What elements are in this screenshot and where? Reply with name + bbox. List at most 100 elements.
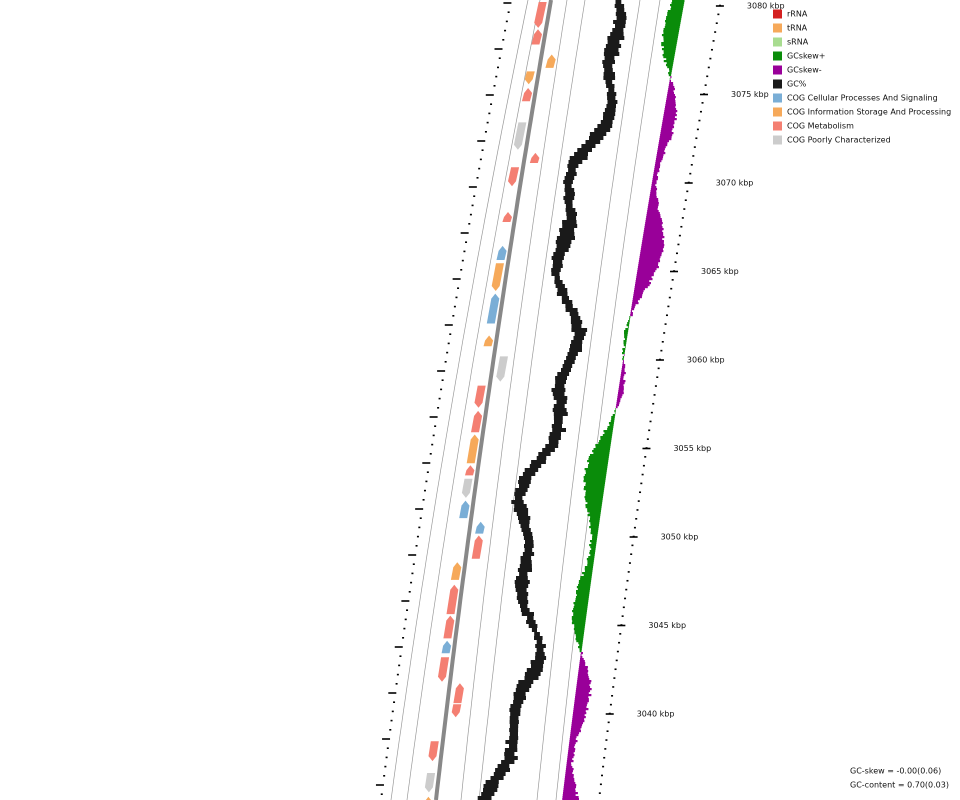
gc-skew-plus xyxy=(584,570,593,573)
gc-skew-plus xyxy=(595,444,611,447)
gc-skew-plus xyxy=(667,12,683,15)
gc-skew-minus xyxy=(576,682,591,685)
gc-skew-plus xyxy=(585,504,602,507)
gc-skew-plus xyxy=(624,334,628,337)
gc-skew-plus xyxy=(589,550,596,553)
gc-skew-plus xyxy=(609,424,614,427)
gc-skew-plus xyxy=(587,508,602,511)
gc-skew-minus xyxy=(578,668,588,671)
gc-skew-minus xyxy=(570,730,581,733)
gc-skew-minus xyxy=(652,180,657,183)
gc-skew-plus xyxy=(589,520,600,523)
gc-skew-plus xyxy=(587,460,609,463)
gc-skew-minus xyxy=(642,236,665,239)
gc-skew-minus xyxy=(650,192,657,195)
gc-skew-minus xyxy=(618,390,624,393)
gc-skew-plus xyxy=(623,340,627,343)
gc-skew-minus xyxy=(569,738,576,741)
gc-skew-plus xyxy=(589,462,608,465)
gc-skew-plus xyxy=(629,318,631,321)
gc-skew-plus xyxy=(573,602,589,605)
gc-skew-minus xyxy=(567,754,575,757)
gc-skew-plus xyxy=(611,418,615,421)
gc-skew-minus xyxy=(666,96,676,99)
gc-skew-plus xyxy=(572,620,586,623)
gc-skew-minus xyxy=(578,666,588,669)
gc-skew-minus xyxy=(569,736,577,739)
gc-skew-minus xyxy=(645,220,663,223)
gc-skew-minus xyxy=(616,404,620,407)
gc-skew-minus xyxy=(618,386,624,389)
gc-skew-plus xyxy=(602,434,613,437)
gene xyxy=(524,71,535,85)
gc-skew-minus xyxy=(622,362,624,365)
gc-skew-plus xyxy=(575,636,584,639)
gc-skew-plus xyxy=(615,408,617,411)
gc-skew-plus xyxy=(622,358,624,361)
gc-skew-plus xyxy=(580,578,592,581)
gc-skew-plus xyxy=(585,494,604,497)
gene xyxy=(424,796,432,800)
gc-skew-minus xyxy=(620,374,625,377)
gc-skew-minus xyxy=(571,722,584,725)
gc-skew-plus xyxy=(583,574,592,577)
gc-skew-plus xyxy=(573,608,588,611)
gc-skew-plus xyxy=(626,324,630,327)
gc-skew-minus xyxy=(664,108,677,111)
gc-skew-minus xyxy=(580,656,583,659)
gc-skew-minus xyxy=(566,766,573,769)
gc-skew-minus xyxy=(669,80,672,83)
gc-skew-plus xyxy=(584,568,593,571)
gc-skew-minus xyxy=(571,724,583,727)
gc-skew-plus xyxy=(583,476,606,479)
gc-skew-plus xyxy=(584,566,594,569)
gc-skew-minus xyxy=(566,762,572,765)
gc-skew-plus xyxy=(574,630,585,633)
gc-skew-plus xyxy=(577,588,590,591)
gc-skew-minus xyxy=(619,380,626,383)
legend-label: GC% xyxy=(787,80,807,89)
gene xyxy=(438,657,450,682)
gc-skew-minus xyxy=(648,200,659,203)
gc-skew-minus xyxy=(570,732,580,735)
gc-skew-minus xyxy=(567,752,574,755)
gc-skew-minus xyxy=(576,686,591,689)
guide-line xyxy=(555,0,661,800)
gc-skew-plus xyxy=(590,532,598,535)
legend-label: COG Metabolism xyxy=(787,122,854,131)
gc-skew-plus xyxy=(593,448,611,451)
gc-skew-plus xyxy=(623,342,627,345)
gc-skew-minus xyxy=(573,706,587,709)
gc-skew-plus xyxy=(614,410,616,413)
legend-label: COG Cellular Processes And Signaling xyxy=(787,94,938,103)
scale-label: 3050 kbp xyxy=(661,533,699,542)
gc-skew-minus xyxy=(616,400,621,403)
gene xyxy=(496,245,507,260)
gc-skew-plus xyxy=(585,490,604,493)
gc-skew-minus xyxy=(562,794,576,797)
gc-skew-minus xyxy=(660,130,672,133)
gc-skew-minus xyxy=(640,252,662,255)
gc-skew-minus xyxy=(662,118,677,121)
gene xyxy=(461,478,473,498)
gc-skew-plus xyxy=(662,54,675,57)
gc-skew-plus xyxy=(587,514,601,517)
gc-skew-plus xyxy=(571,616,587,619)
gc-skew-minus xyxy=(634,288,645,291)
gc-skew-minus xyxy=(640,248,663,251)
gc-skew-minus xyxy=(575,692,589,695)
gc-skew-minus xyxy=(574,702,588,705)
gc-skew-minus xyxy=(615,406,618,409)
gc-skew-plus xyxy=(607,428,614,431)
gc-skew-minus xyxy=(638,262,659,265)
gene xyxy=(475,521,485,534)
gene xyxy=(441,640,452,654)
gc-skew-minus xyxy=(631,304,636,307)
gc-skew-minus xyxy=(569,742,576,745)
gc-skew-minus xyxy=(571,726,582,729)
gc-skew-plus xyxy=(623,344,626,347)
guide-line xyxy=(536,0,641,800)
gc-skew-minus xyxy=(566,764,572,767)
gc-skew-minus xyxy=(644,228,664,231)
gc-skew-minus xyxy=(578,670,589,673)
